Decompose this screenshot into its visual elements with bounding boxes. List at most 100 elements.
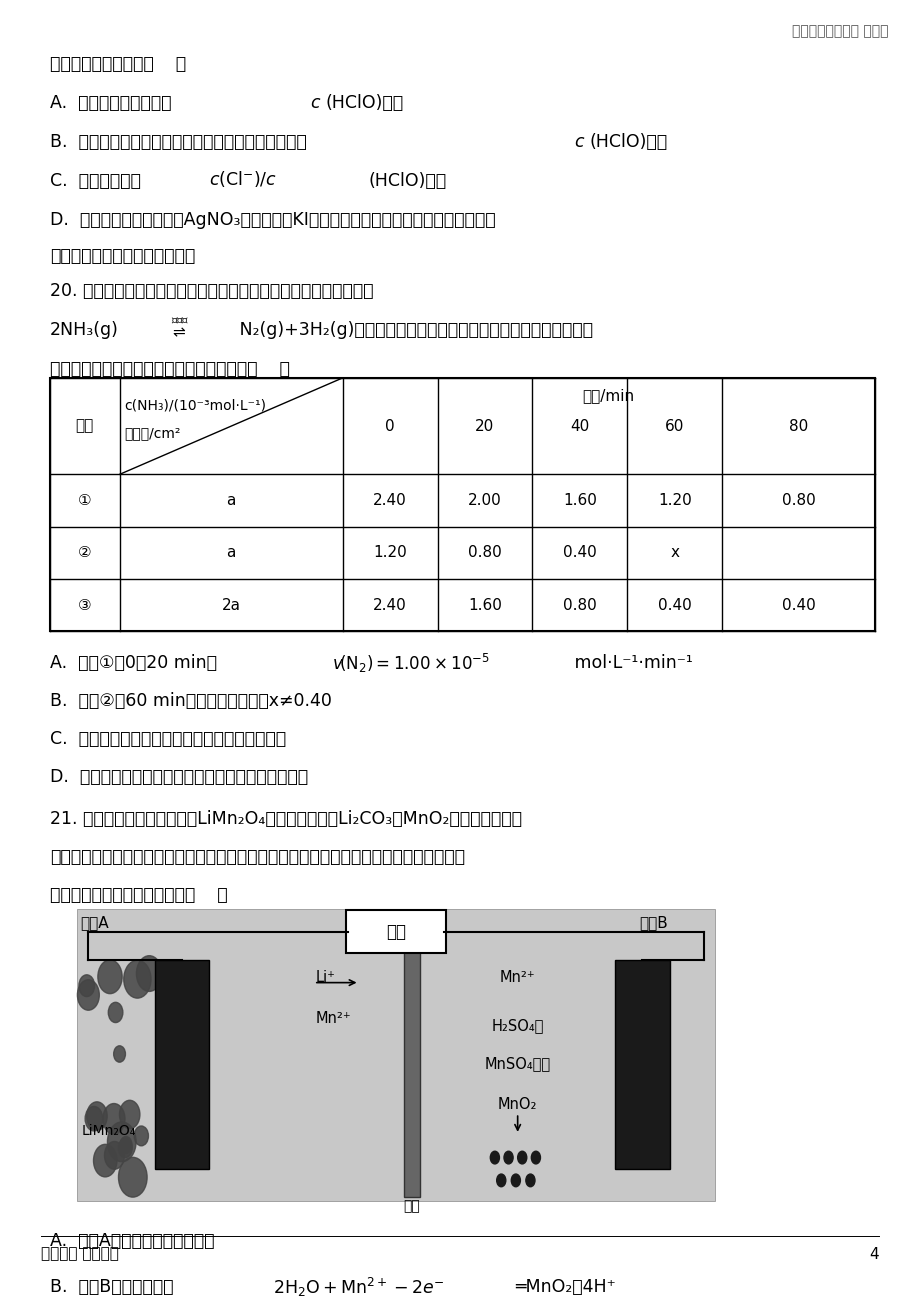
Text: ①: ① — [78, 493, 92, 508]
Circle shape — [105, 1142, 124, 1169]
Text: A.  实验①，0～20 min，: A. 实验①，0～20 min， — [50, 655, 217, 672]
Text: 电极B: 电极B — [639, 915, 667, 931]
Text: 1.60: 1.60 — [468, 598, 502, 613]
FancyBboxPatch shape — [154, 960, 209, 1169]
Text: 0.80: 0.80 — [562, 598, 596, 613]
Text: $c$: $c$ — [309, 94, 321, 112]
Text: H₂SO₄、: H₂SO₄、 — [491, 1018, 543, 1032]
Text: 的变化，如下表所示，下列说法不正确的是（    ）: 的变化，如下表所示，下列说法不正确的是（ ） — [50, 361, 289, 378]
Text: 色，可以证明上述反应存在限度: 色，可以证明上述反应存在限度 — [50, 246, 195, 264]
Text: 0.40: 0.40 — [657, 598, 691, 613]
Text: (HClO)增大: (HClO)增大 — [369, 172, 447, 190]
Text: 滤布: 滤布 — [403, 1199, 420, 1213]
Circle shape — [114, 1046, 125, 1062]
Text: 2.00: 2.00 — [468, 493, 501, 508]
Text: 编号: 编号 — [75, 418, 94, 434]
Text: 下列说法不正确的是（    ）: 下列说法不正确的是（ ） — [50, 55, 186, 73]
Circle shape — [526, 1174, 535, 1186]
Text: B.  电极B的电极发应：: B. 电极B的电极发应： — [50, 1279, 173, 1295]
Text: D.  取两份氯水，分别滴加AgNO₃溶液和淀粉KI溶液，若前者有白色沉淀，后者溶液变蓝: D. 取两份氯水，分别滴加AgNO₃溶液和淀粉KI溶液，若前者有白色沉淀，后者溶… — [50, 211, 494, 229]
Text: 0: 0 — [385, 418, 394, 434]
Text: C.  相同条件下，增加氨气的浓度，反应速率增大: C. 相同条件下，增加氨气的浓度，反应速率增大 — [50, 730, 286, 749]
Text: Mn²⁺: Mn²⁺ — [499, 970, 535, 984]
Circle shape — [124, 961, 151, 999]
Text: c(NH₃)/(10⁻³mol·L⁻¹): c(NH₃)/(10⁻³mol·L⁻¹) — [124, 398, 267, 413]
Text: N₂(g)+3H₂(g)，测得不同起始浓度和催化剂表面积下氨浓度随时间: N₂(g)+3H₂(g)，测得不同起始浓度和催化剂表面积下氨浓度随时间 — [233, 322, 592, 339]
Text: 20. 恒温恒容的密闭容器中，在某催化剂表面上发生氨的分解反应：: 20. 恒温恒容的密闭容器中，在某催化剂表面上发生氨的分解反应： — [50, 283, 373, 299]
Text: ②: ② — [78, 546, 92, 560]
Circle shape — [504, 1151, 513, 1164]
FancyBboxPatch shape — [614, 960, 669, 1169]
Text: Mn²⁺: Mn²⁺ — [315, 1010, 351, 1026]
Text: $c$: $c$ — [573, 133, 584, 151]
Circle shape — [119, 1100, 140, 1129]
Text: 80: 80 — [788, 418, 807, 434]
Text: LiMn₂O₄: LiMn₂O₄ — [82, 1124, 136, 1138]
Text: 20: 20 — [475, 418, 494, 434]
FancyBboxPatch shape — [346, 910, 446, 953]
Text: 2a: 2a — [221, 598, 241, 613]
Text: 2NH₃(g): 2NH₃(g) — [50, 322, 119, 339]
Text: mol·L⁻¹·min⁻¹: mol·L⁻¹·min⁻¹ — [569, 655, 693, 672]
Text: ③: ③ — [78, 598, 92, 613]
Circle shape — [108, 1003, 123, 1022]
Text: 1.20: 1.20 — [373, 546, 406, 560]
Text: 表面积/cm²: 表面积/cm² — [124, 426, 181, 440]
Circle shape — [490, 1151, 499, 1164]
Circle shape — [136, 956, 162, 991]
Text: 0.80: 0.80 — [781, 493, 814, 508]
Text: 4: 4 — [868, 1246, 879, 1262]
Text: 祝您考上理想学校 加油！: 祝您考上理想学校 加油！ — [791, 25, 888, 39]
Text: 2.40: 2.40 — [373, 598, 406, 613]
Circle shape — [97, 960, 122, 993]
FancyBboxPatch shape — [77, 909, 714, 1200]
Text: Li⁺: Li⁺ — [315, 970, 335, 984]
Text: 时间/min: 时间/min — [582, 388, 634, 404]
Circle shape — [119, 1138, 132, 1157]
Circle shape — [119, 1137, 131, 1154]
Text: 21. 通过电解废旧锂电池中的LiMn₂O₄可获得难溶性的Li₂CO₃和MnO₂，电解示意图如: 21. 通过电解废旧锂电池中的LiMn₂O₄可获得难溶性的Li₂CO₃和MnO₂… — [50, 810, 521, 828]
Circle shape — [85, 1107, 103, 1131]
Text: B.  实验②，60 min时处于平衡状态，x≠0.40: B. 实验②，60 min时处于平衡状态，x≠0.40 — [50, 693, 331, 711]
Text: 2.40: 2.40 — [373, 493, 406, 508]
Text: 好好学习 天天向上: 好好学习 天天向上 — [40, 1246, 119, 1262]
Circle shape — [79, 975, 95, 996]
Circle shape — [134, 1126, 148, 1146]
Circle shape — [517, 1151, 527, 1164]
Text: 1.60: 1.60 — [562, 493, 596, 508]
Circle shape — [496, 1174, 505, 1186]
Circle shape — [77, 980, 99, 1010]
Text: C.  取氯水稀释，: C. 取氯水稀释， — [50, 172, 141, 190]
Circle shape — [86, 1101, 108, 1130]
Text: $\overset{\text{催化剂}}{\underset{}{\rightleftharpoons}}$: $\overset{\text{催化剂}}{\underset{}{\right… — [170, 318, 189, 337]
Text: (HClO)减小: (HClO)减小 — [324, 94, 403, 112]
Text: $c\left(\mathrm{Cl}^{-}\right)/c$: $c\left(\mathrm{Cl}^{-}\right)/c$ — [209, 169, 278, 190]
Circle shape — [94, 1144, 117, 1177]
Text: $v\!\left(\mathrm{N_2}\right)=1.00\times10^{-5}$: $v\!\left(\mathrm{N_2}\right)=1.00\times… — [332, 652, 490, 674]
Text: A.  电极A为阴极，发生还原反应: A. 电极A为阴极，发生还原反应 — [50, 1233, 214, 1250]
Text: D.  相同条件下，增加催化剂的表面积，反应速率增大: D. 相同条件下，增加催化剂的表面积，反应速率增大 — [50, 768, 308, 786]
Circle shape — [531, 1151, 539, 1164]
Text: 0.80: 0.80 — [468, 546, 501, 560]
Text: 电极A: 电极A — [80, 915, 108, 931]
Text: x: x — [670, 546, 678, 560]
Text: 60: 60 — [664, 418, 684, 434]
Text: 0.40: 0.40 — [781, 598, 814, 613]
Text: a: a — [226, 546, 235, 560]
Text: MnO₂: MnO₂ — [497, 1096, 537, 1112]
Text: B.  氯水中加入少量醋酸钠固体，上述平衡正向移动，: B. 氯水中加入少量醋酸钠固体，上述平衡正向移动， — [50, 133, 306, 151]
Text: 不计）。下列说法不正确的是（    ）: 不计）。下列说法不正确的是（ ） — [50, 887, 227, 905]
Text: 下（其中滤布的作用是阻挡固体颗粒，但离子可自由通过。电解过程中溶液的体积变化忽略: 下（其中滤布的作用是阻挡固体颗粒，但离子可自由通过。电解过程中溶液的体积变化忽略 — [50, 848, 464, 866]
Text: 0.40: 0.40 — [562, 546, 596, 560]
Text: (HClO)增大: (HClO)增大 — [589, 133, 667, 151]
Text: a: a — [226, 493, 235, 508]
Text: 40: 40 — [570, 418, 589, 434]
Text: 1.20: 1.20 — [657, 493, 691, 508]
Text: $2\mathrm{H_2O}+\mathrm{Mn^{2+}}-2e^{-}$: $2\mathrm{H_2O}+\mathrm{Mn^{2+}}-2e^{-}$ — [273, 1276, 444, 1298]
FancyBboxPatch shape — [403, 913, 420, 1197]
Circle shape — [511, 1174, 520, 1186]
Text: 电源: 电源 — [386, 923, 406, 941]
Text: ═MnO₂＋4H⁺: ═MnO₂＋4H⁺ — [514, 1279, 615, 1295]
Text: MnSO₄溶液: MnSO₄溶液 — [484, 1056, 550, 1072]
Circle shape — [108, 1122, 136, 1161]
